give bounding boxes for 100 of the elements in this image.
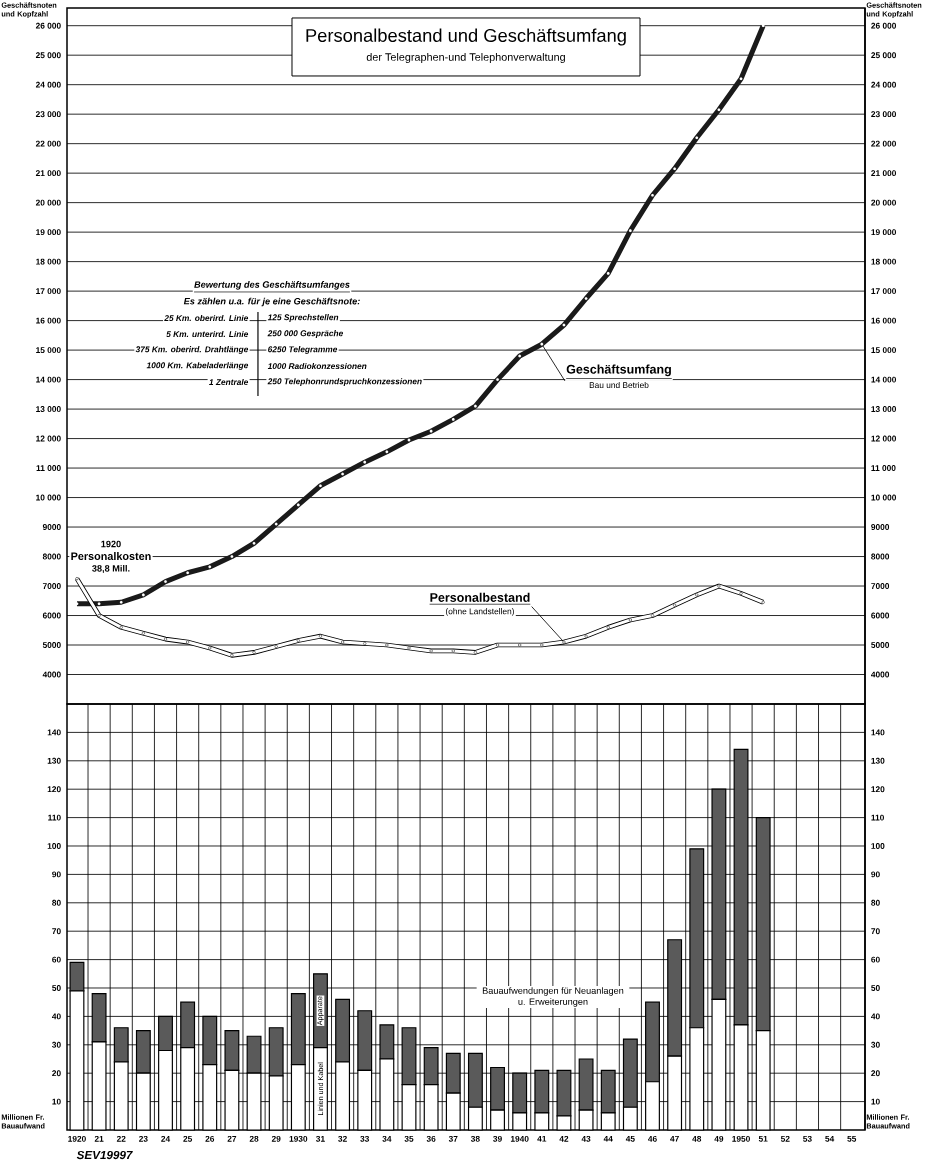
x-tick-label: 1930	[289, 1135, 308, 1142]
x-tick-label: 22	[116, 1135, 126, 1142]
x-tick-label: 48	[692, 1135, 702, 1142]
y-tick-label: 4000	[42, 671, 61, 678]
x-tick-label: 25	[183, 1135, 193, 1142]
y2-tick-label: 23 000	[871, 111, 897, 118]
annotation: Bewertung des Geschäftsumfanges	[194, 281, 350, 290]
y-tick-label: 130	[47, 757, 61, 764]
y-tick-label: 80	[52, 899, 61, 906]
y-tick-label: 24 000	[35, 81, 61, 88]
y-tick-label: 140	[47, 729, 61, 736]
y2-tick-label: 13 000	[871, 406, 897, 413]
y-tick-label: 18 000	[36, 258, 61, 265]
x-tick-label: 46	[647, 1135, 657, 1142]
x-tick-label: 31	[316, 1135, 325, 1142]
x-tick-label: 41	[537, 1135, 547, 1142]
y-tick-label: 21 000	[35, 170, 61, 177]
text: Geschäftsumfang	[566, 364, 671, 377]
y2-tick-label: 70	[871, 928, 880, 935]
y-tick-label: 25 000	[35, 52, 61, 59]
x-tick-label: 39	[493, 1135, 502, 1142]
point	[363, 641, 367, 646]
y-tick-label: 26 000	[35, 22, 61, 29]
x-tick-label: 1950	[732, 1135, 750, 1142]
text: Personalbestand	[430, 592, 530, 602]
point	[717, 584, 721, 588]
annotation: 125 Sprechstellen	[267, 314, 339, 322]
y2-tick-label: 120	[871, 786, 885, 793]
y-tick-label: 11 000	[36, 465, 61, 472]
y2-tick-label: 20	[871, 1070, 880, 1077]
y2-tick-label: 50	[871, 985, 880, 991]
y2-tick-label: 25 000	[871, 52, 897, 59]
y-tick-label: 30	[52, 1041, 61, 1048]
point	[208, 646, 212, 650]
y-tick-label: 22 000	[35, 140, 61, 147]
point	[75, 577, 79, 581]
point	[163, 637, 168, 641]
y-tick-label: 12 000	[36, 435, 61, 442]
y-tick-label: 10	[52, 1098, 61, 1105]
annotation: 375 Km. oberird. Drahtlänge	[135, 346, 249, 354]
annotation: 250 Telephonrundspruchkonzessionen	[267, 378, 422, 386]
y-tick-label: 20	[52, 1070, 61, 1077]
x-tick-label: 43	[581, 1135, 591, 1142]
y-tick-label: 120	[47, 786, 61, 793]
text: Personalbestand und Geschäftsumfang	[306, 28, 626, 46]
annotation: 1920	[101, 540, 121, 548]
point	[97, 613, 101, 618]
x-tick-label: 1940	[510, 1135, 529, 1142]
y2-tick-label: 21 000	[871, 170, 897, 177]
point	[695, 593, 699, 597]
y2-tick-label: 11 000	[871, 465, 896, 472]
point	[274, 644, 278, 649]
point	[385, 643, 389, 647]
point	[230, 653, 234, 657]
annotation: Bauaufwendungen für Neuanlagen u. Erweiterungen	[482, 987, 624, 1007]
x-tick-label: 29	[271, 1135, 281, 1142]
y2-tick-label: 9000	[871, 524, 890, 530]
x-tick-label: 42	[559, 1135, 569, 1142]
annotation: (ohne Landstellen)	[445, 608, 514, 616]
annotation: Bau und Betrieb	[589, 381, 649, 389]
point	[318, 634, 323, 638]
y-tick-label: 8000	[42, 553, 61, 560]
point	[650, 613, 655, 618]
point	[407, 646, 411, 650]
annotation: Personalkosten	[71, 552, 151, 560]
y2-tick-label: 130	[871, 757, 885, 764]
x-tick-label: 27	[227, 1135, 237, 1142]
x-tick-label: 47	[670, 1135, 679, 1142]
y2-tick-label: 90	[871, 871, 880, 878]
y2-tick-label: 8000	[871, 553, 890, 560]
y-tick-label: 14 000	[36, 376, 61, 383]
point	[562, 640, 566, 644]
point	[584, 634, 588, 638]
y2-tick-label: 17 000	[871, 288, 897, 295]
y2-tick-label: 20 000	[871, 199, 897, 206]
point	[429, 649, 433, 653]
x-tick-label: 23	[139, 1135, 148, 1142]
x-tick-label: 51	[758, 1135, 768, 1142]
y2-tick-label: 5000	[871, 642, 890, 648]
x-tick-label: 53	[803, 1135, 812, 1142]
point	[518, 643, 522, 647]
y2-tick-label: 22 000	[871, 140, 897, 147]
x-tick-label: 55	[847, 1135, 857, 1142]
y2-tick-label: 7000	[871, 583, 890, 589]
point	[296, 639, 300, 643]
point	[606, 625, 610, 629]
y-tick-label: 20 000	[35, 199, 61, 206]
x-tick-label: 21	[94, 1135, 104, 1142]
point	[495, 643, 500, 647]
y2-tick-label: 14 000	[871, 376, 897, 383]
y2-tick-label: 10 000	[871, 494, 897, 501]
y2-tick-label: 140	[871, 729, 885, 736]
y2-tick-label: 100	[871, 843, 885, 849]
y-tick-label: 60	[52, 956, 61, 963]
y2-tick-label: 12 000	[871, 435, 897, 442]
x-tick-label: 1920	[68, 1135, 86, 1142]
y-tick-label: 19 000	[36, 229, 61, 236]
x-tick-label: 37	[448, 1135, 458, 1142]
x-tick-label: 28	[249, 1135, 259, 1142]
x-tick-label: 32	[338, 1135, 347, 1142]
